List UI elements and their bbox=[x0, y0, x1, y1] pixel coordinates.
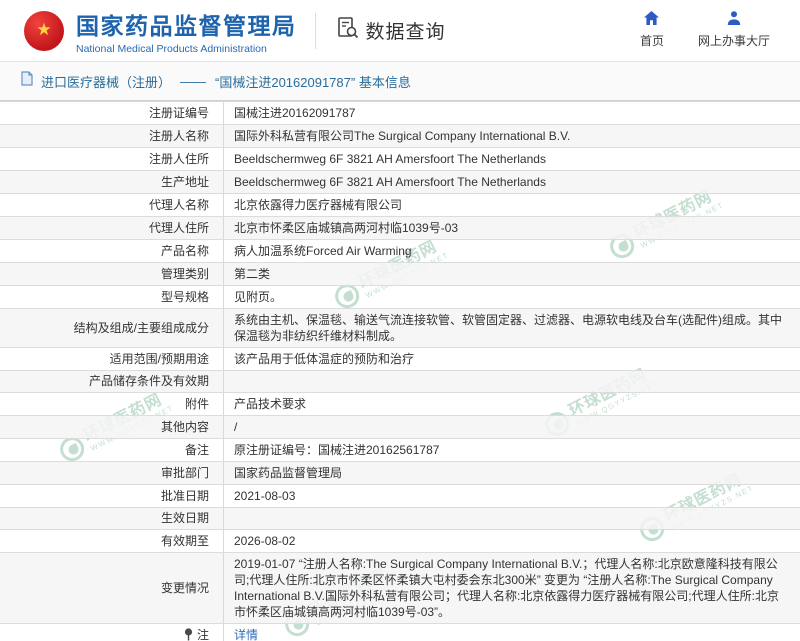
field-value: 产品技术要求 bbox=[223, 393, 800, 415]
field-value: 2026-08-02 bbox=[223, 530, 800, 552]
field-label: 适用范围/预期用途 bbox=[0, 348, 223, 370]
field-label: 其他内容 bbox=[0, 416, 223, 438]
field-value: Beeldschermweg 6F 3821 AH Amersfoort The… bbox=[223, 148, 800, 170]
field-label-text: 注 bbox=[197, 628, 209, 641]
field-value: 2019-01-07 “注册人名称:The Surgical Company I… bbox=[223, 553, 800, 623]
data-query-label: 数据查询 bbox=[366, 17, 446, 44]
field-label: 注 bbox=[0, 624, 223, 641]
registration-info-table: 注册证编号 国械注进20162091787 注册人名称 国际外科私营有限公司Th… bbox=[0, 101, 800, 641]
table-row: 代理人名称 北京依露得力医疗器械有限公司 bbox=[0, 194, 800, 217]
header-nav: 首页 网上办事大厅 bbox=[640, 10, 770, 49]
field-label: 审批部门 bbox=[0, 462, 223, 484]
field-label: 产品名称 bbox=[0, 240, 223, 262]
field-label: 生效日期 bbox=[0, 508, 223, 529]
field-value: / bbox=[223, 416, 800, 438]
table-row: 结构及组成/主要组成成分 系统由主机、保温毯、输送气流连接软管、软管固定器、过滤… bbox=[0, 309, 800, 348]
field-value: 详情 bbox=[223, 624, 800, 641]
data-query-tab[interactable]: 数据查询 bbox=[336, 16, 446, 45]
document-search-icon bbox=[336, 16, 360, 45]
table-row: 生产地址 Beeldschermweg 6F 3821 AH Amersfoor… bbox=[0, 171, 800, 194]
field-value bbox=[223, 508, 800, 529]
national-emblem-logo[interactable]: ★ bbox=[24, 11, 64, 51]
field-value: 国械注进20162091787 bbox=[223, 102, 800, 124]
table-row: 变更情况 2019-01-07 “注册人名称:The Surgical Comp… bbox=[0, 553, 800, 624]
note-pin-icon bbox=[184, 628, 193, 641]
table-row: 型号规格 见附页。 bbox=[0, 286, 800, 309]
table-row: 产品名称 病人加温系统Forced Air Warming bbox=[0, 240, 800, 263]
field-value: Beeldschermweg 6F 3821 AH Amersfoort The… bbox=[223, 171, 800, 193]
table-row: 备注 原注册证编号：国械注进20162561787 bbox=[0, 439, 800, 462]
table-row: 管理类别 第二类 bbox=[0, 263, 800, 286]
field-label: 产品储存条件及有效期 bbox=[0, 371, 223, 392]
table-row: 注册人住所 Beeldschermweg 6F 3821 AH Amersfoo… bbox=[0, 148, 800, 171]
page-doc-icon bbox=[20, 71, 34, 91]
field-label: 注册人住所 bbox=[0, 148, 223, 170]
table-row: 代理人住所 北京市怀柔区庙城镇高两河村临1039号-03 bbox=[0, 217, 800, 240]
field-value: 北京依露得力医疗器械有限公司 bbox=[223, 194, 800, 216]
field-value: 病人加温系统Forced Air Warming bbox=[223, 240, 800, 262]
field-value: 系统由主机、保温毯、输送气流连接软管、软管固定器、过滤器、电源软电线及台车(选配… bbox=[223, 309, 800, 347]
table-row: 注册证编号 国械注进20162091787 bbox=[0, 102, 800, 125]
table-row: 有效期至 2026-08-02 bbox=[0, 530, 800, 553]
field-label: 有效期至 bbox=[0, 530, 223, 552]
field-label: 变更情况 bbox=[0, 553, 223, 623]
field-label: 注册人名称 bbox=[0, 125, 223, 147]
field-label: 型号规格 bbox=[0, 286, 223, 308]
field-label: 管理类别 bbox=[0, 263, 223, 285]
home-icon bbox=[643, 10, 660, 29]
nav-home-label: 首页 bbox=[640, 32, 664, 49]
table-row: 生效日期 bbox=[0, 508, 800, 530]
breadcrumb-section[interactable]: 进口医疗器械（注册） bbox=[41, 72, 171, 91]
person-icon bbox=[726, 10, 742, 29]
org-name-zh: 国家药品监督管理局 bbox=[76, 7, 297, 41]
detail-link[interactable]: 详情 bbox=[234, 627, 258, 641]
field-label: 生产地址 bbox=[0, 171, 223, 193]
table-row: 产品储存条件及有效期 bbox=[0, 371, 800, 393]
field-value: 原注册证编号：国械注进20162561787 bbox=[223, 439, 800, 461]
breadcrumb: 进口医疗器械（注册） —— “国械注进20162091787” 基本信息 bbox=[0, 62, 800, 101]
field-value: 国家药品监督管理局 bbox=[223, 462, 800, 484]
field-value: 该产品用于低体温症的预防和治疗 bbox=[223, 348, 800, 370]
table-row: 批准日期 2021-08-03 bbox=[0, 485, 800, 508]
table-row: 附件 产品技术要求 bbox=[0, 393, 800, 416]
org-title-block[interactable]: 国家药品监督管理局 National Medical Products Admi… bbox=[76, 7, 297, 55]
field-label: 结构及组成/主要组成成分 bbox=[0, 309, 223, 347]
nav-service-hall[interactable]: 网上办事大厅 bbox=[698, 10, 770, 49]
breadcrumb-separator: —— bbox=[180, 74, 206, 89]
table-row: 其他内容 / bbox=[0, 416, 800, 439]
nav-home[interactable]: 首页 bbox=[640, 10, 664, 49]
nav-service-hall-label: 网上办事大厅 bbox=[698, 32, 770, 49]
field-value: 2021-08-03 bbox=[223, 485, 800, 507]
field-value: 北京市怀柔区庙城镇高两河村临1039号-03 bbox=[223, 217, 800, 239]
field-value: 国际外科私营有限公司The Surgical Company Internati… bbox=[223, 125, 800, 147]
field-value: 第二类 bbox=[223, 263, 800, 285]
header-divider bbox=[315, 13, 316, 49]
field-label: 代理人住所 bbox=[0, 217, 223, 239]
field-label: 代理人名称 bbox=[0, 194, 223, 216]
emblem-star-icon: ★ bbox=[36, 21, 51, 38]
table-row: 适用范围/预期用途 该产品用于低体温症的预防和治疗 bbox=[0, 348, 800, 371]
table-row: 审批部门 国家药品监督管理局 bbox=[0, 462, 800, 485]
field-label: 备注 bbox=[0, 439, 223, 461]
field-label: 附件 bbox=[0, 393, 223, 415]
org-name-en: National Medical Products Administration bbox=[76, 43, 297, 55]
table-row: 注册人名称 国际外科私营有限公司The Surgical Company Int… bbox=[0, 125, 800, 148]
table-row-note: 注 详情 bbox=[0, 624, 800, 641]
site-header: ★ 国家药品监督管理局 National Medical Products Ad… bbox=[0, 0, 800, 62]
field-value: 见附页。 bbox=[223, 286, 800, 308]
field-label: 批准日期 bbox=[0, 485, 223, 507]
field-value bbox=[223, 371, 800, 392]
page-title: “国械注进20162091787” 基本信息 bbox=[215, 72, 411, 91]
field-label: 注册证编号 bbox=[0, 102, 223, 124]
